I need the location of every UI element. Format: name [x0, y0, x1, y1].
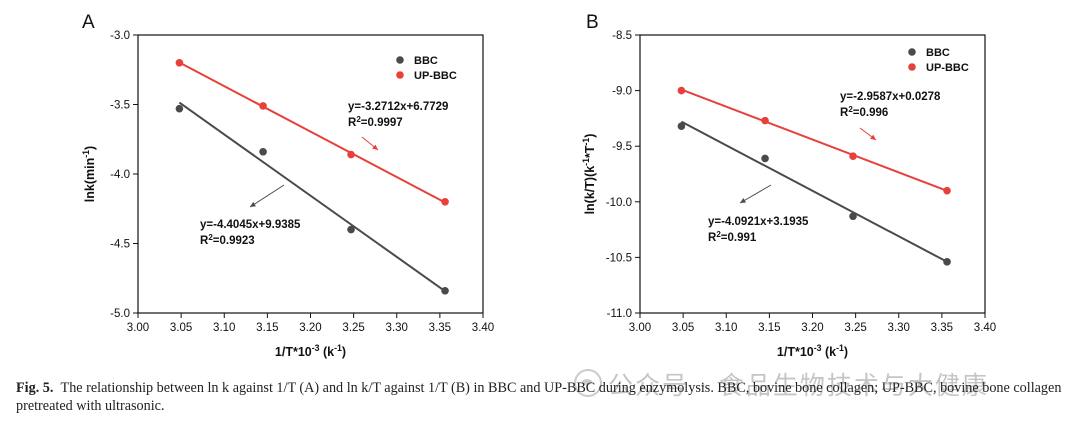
fit-r-squared: R2=0.9997 [348, 115, 403, 130]
panel-label: B [586, 12, 599, 33]
x-tick-label: 3.40 [472, 322, 494, 334]
y-tick-label: -3.0 [110, 30, 130, 42]
legend-marker [908, 63, 916, 71]
x-tick-label: 3.35 [931, 322, 953, 334]
y-axis-title: ln(k/T)(k-1*T-1) [581, 134, 597, 215]
y-tick-label: -5.0 [110, 308, 130, 320]
y-tick-label: -9.5 [612, 141, 632, 153]
data-point-bbc [943, 258, 951, 266]
x-axis-title: 1/T*10-3 (k-1) [275, 343, 346, 359]
fit-line-bbc [680, 120, 948, 263]
fit-equation: y=-4.4045x+9.9385 [200, 219, 301, 231]
fit-r-squared: R2=0.991 [708, 230, 757, 245]
x-tick-label: 3.20 [801, 322, 823, 334]
x-tick-label: 3.05 [170, 322, 192, 334]
fit-r-squared: R2=0.996 [840, 105, 888, 120]
data-point-up-bbc [849, 152, 857, 161]
x-tick-label: 3.00 [629, 322, 651, 334]
fit-r-squared: R2=0.9923 [200, 233, 255, 248]
x-tick-label: 3.15 [256, 322, 278, 334]
figure: 3.00 3.05 3.10 3.15 3.20 3.25 3.30 3.35 3.40 -5.0… [81, 12, 996, 359]
x-tick-label: 3.05 [672, 322, 694, 334]
y-tick-label: -10.5 [606, 252, 632, 264]
watermark: 公众号 · 食品生物技术与大健康 [574, 366, 989, 402]
data-point-bbc [761, 154, 769, 163]
caption-label: Fig. 5. [16, 380, 54, 396]
x-tick-label: 3.30 [386, 322, 408, 334]
fit-line-up-bbc [681, 88, 948, 192]
panel-label: A [82, 12, 95, 33]
legend-marker [396, 56, 404, 64]
fit-equation: y=-4.0921x+3.1935 [708, 216, 809, 228]
x-tick-label: 3.00 [127, 322, 149, 334]
y-tick-label: -11.0 [607, 308, 632, 320]
x-tick-label: 3.30 [888, 322, 910, 334]
arrowhead [870, 134, 876, 140]
x-tick-label: 3.10 [715, 322, 737, 334]
fit-equation: y=-3.2712x+6.7729 [348, 101, 448, 113]
figure-caption: Fig. 5. The relationship between ln k ag… [16, 379, 1066, 415]
legend-label: UP-BBC [926, 62, 969, 74]
x-tick-label: 3.40 [974, 322, 996, 334]
legend-marker [396, 71, 404, 79]
y-tick-label: -3.5 [110, 100, 130, 112]
arrowhead [372, 144, 378, 150]
y-axis-title: lnk(min-1) [81, 146, 97, 202]
data-point-bbc [677, 122, 686, 130]
caption-text: The relationship between ln k against 1/… [16, 380, 1062, 414]
annotation-arrow [249, 184, 285, 208]
x-tick-label: 3.15 [758, 322, 780, 334]
fit-line-bbc [178, 101, 446, 292]
y-tick-label: -9.0 [612, 86, 632, 98]
x-tick-label: 3.20 [299, 322, 321, 334]
data-point-bbc [259, 147, 267, 156]
legend-marker [908, 48, 916, 56]
data-point-up-bbc [441, 198, 449, 206]
arrowhead [250, 201, 256, 207]
data-point-up-bbc [761, 116, 769, 125]
data-point-up-bbc [347, 150, 355, 159]
chart-panel-a: 3.00 3.05 3.10 3.15 3.20 3.25 3.30 3.35 3.40 -5.0… [81, 12, 494, 359]
fit-equation: y=-2.9587x+0.0278 [840, 91, 941, 103]
x-tick-label: 3.25 [342, 322, 364, 334]
legend-label: BBC [926, 47, 950, 59]
y-tick-label: -8.5 [612, 30, 632, 42]
y-tick-label: -4.5 [110, 239, 130, 251]
y-tick-label: -4.0 [110, 169, 130, 181]
x-tick-label: 3.10 [213, 322, 235, 334]
data-point-up-bbc [259, 102, 267, 110]
data-point-bbc [347, 225, 355, 234]
x-tick-label: 3.25 [844, 322, 866, 334]
legend-label: UP-BBC [414, 70, 457, 82]
chart-panel-b: 3.00 3.05 3.10 3.15 3.20 3.25 3.30 3.35 3.40 -11.… [581, 12, 996, 359]
wechat-icon [574, 369, 602, 397]
data-point-up-bbc [175, 59, 184, 67]
x-tick-label: 3.35 [429, 322, 451, 334]
legend-label: BBC [414, 55, 438, 67]
plot-frame [639, 34, 986, 314]
arrowhead [740, 198, 746, 203]
data-point-up-bbc [943, 186, 951, 195]
annotation-arrow [739, 184, 772, 204]
x-axis-title: 1/T*10-3 (k-1) [777, 343, 848, 359]
watermark-text: 公众号 · 食品生物技术与大健康 [608, 371, 989, 400]
data-point-bbc [175, 104, 184, 113]
data-point-bbc [441, 286, 449, 295]
data-point-bbc [849, 212, 857, 221]
y-tick-label: -10.0 [606, 197, 632, 209]
data-point-up-bbc [677, 86, 686, 95]
fit-line-up-bbc [178, 61, 446, 204]
